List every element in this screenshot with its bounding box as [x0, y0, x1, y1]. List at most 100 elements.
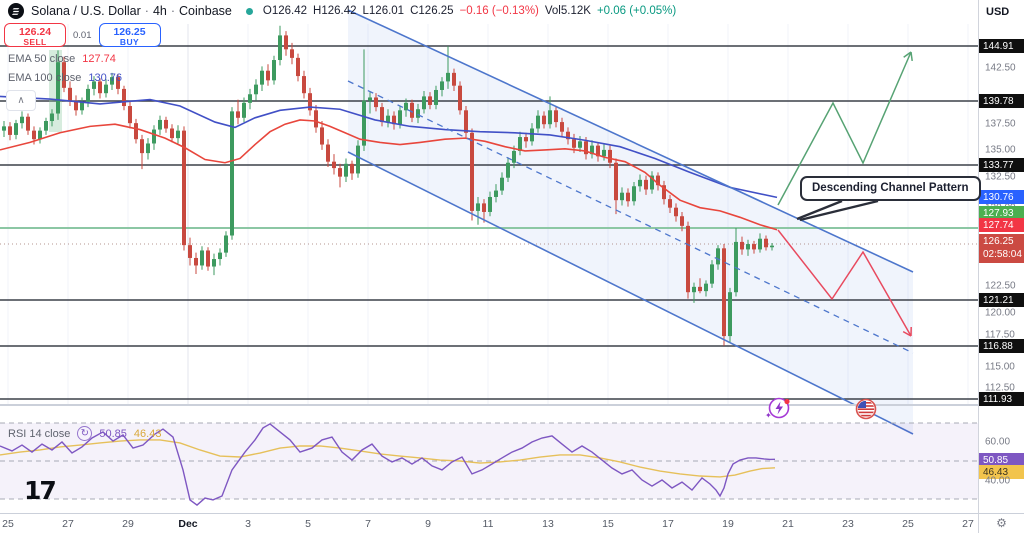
solana-logo-icon[interactable]	[8, 3, 24, 19]
candle-body[interactable]	[356, 145, 360, 174]
candle-body[interactable]	[224, 235, 228, 253]
ema100-line[interactable]	[0, 95, 778, 199]
candle-body[interactable]	[50, 113, 54, 122]
candle-body[interactable]	[656, 175, 660, 186]
candle-body[interactable]	[614, 162, 618, 201]
rsi-ma-line[interactable]	[0, 439, 776, 478]
candle-body[interactable]	[638, 179, 642, 187]
sell-button[interactable]: 126.24 SELL	[4, 23, 66, 47]
ema50-line[interactable]	[0, 119, 778, 231]
candle-body[interactable]	[422, 96, 426, 110]
candle-body[interactable]	[746, 244, 750, 250]
candle-body[interactable]	[548, 110, 552, 125]
candle-body[interactable]	[8, 126, 12, 135]
candle-body[interactable]	[728, 292, 732, 337]
candle-body[interactable]	[662, 185, 666, 200]
candle-body[interactable]	[596, 145, 600, 157]
flash-events-icon[interactable]: ✦	[761, 395, 795, 427]
descending-channel-fill[interactable]	[348, 10, 913, 434]
axis-settings-gear-icon[interactable]: ⚙	[996, 516, 1007, 530]
candle-body[interactable]	[272, 60, 276, 81]
candle-body[interactable]	[374, 97, 378, 108]
candle-body[interactable]	[98, 81, 102, 94]
candle-body[interactable]	[620, 192, 624, 201]
candle-body[interactable]	[458, 85, 462, 111]
candle-body[interactable]	[650, 175, 654, 190]
price-scale[interactable]: USD 144.91 142.50 139.78 137.50 135.00 133.77…	[978, 0, 1024, 533]
candle-body[interactable]	[278, 35, 282, 61]
candle-body[interactable]	[572, 139, 576, 148]
candle-body[interactable]	[674, 207, 678, 217]
candle-body[interactable]	[626, 192, 630, 202]
candle-body[interactable]	[230, 111, 234, 236]
candle-body[interactable]	[494, 190, 498, 197]
candle-body[interactable]	[68, 87, 72, 101]
candle-body[interactable]	[266, 70, 270, 81]
candle-body[interactable]	[62, 62, 66, 88]
candle-body[interactable]	[380, 107, 384, 123]
candle-body[interactable]	[20, 116, 24, 124]
candle-body[interactable]	[764, 238, 768, 248]
rsi-legend[interactable]: RSI 14 close ↻ 50.85 46.43	[8, 426, 161, 441]
candle-body[interactable]	[242, 102, 246, 118]
candle-body[interactable]	[608, 149, 612, 163]
candle-body[interactable]	[146, 143, 150, 154]
candle-body[interactable]	[590, 145, 594, 155]
candle-body[interactable]	[698, 286, 702, 292]
candle-body[interactable]	[134, 123, 138, 140]
candle-body[interactable]	[128, 106, 132, 124]
candle-body[interactable]	[566, 131, 570, 140]
candle-body[interactable]	[200, 250, 204, 266]
candle-body[interactable]	[692, 286, 696, 293]
candle-body[interactable]	[524, 137, 528, 142]
candle-body[interactable]	[686, 225, 690, 293]
candle-body[interactable]	[170, 128, 174, 139]
tradingview-logo[interactable]: 17	[24, 476, 57, 505]
pane-collapse-button[interactable]: ∧	[6, 90, 36, 111]
candle-body[interactable]	[122, 88, 126, 107]
candle-body[interactable]	[362, 100, 366, 146]
candle-body[interactable]	[158, 119, 162, 130]
candle-body[interactable]	[482, 203, 486, 212]
bullish-projection-line[interactable]	[777, 51, 912, 206]
candle-body[interactable]	[758, 238, 762, 250]
candle-body[interactable]	[2, 126, 6, 131]
candle-body[interactable]	[260, 70, 264, 85]
candle-body[interactable]	[14, 123, 18, 135]
channel-lower-line[interactable]	[347, 151, 914, 435]
candle-body[interactable]	[512, 150, 516, 163]
rsi-swap-icon[interactable]: ↻	[77, 426, 93, 441]
ema100-legend[interactable]: EMA 100 close 130.76	[8, 72, 122, 84]
candle-body[interactable]	[308, 93, 312, 111]
candle-body[interactable]	[290, 49, 294, 58]
candle-body[interactable]	[770, 245, 774, 248]
candle-body[interactable]	[560, 122, 564, 132]
candle-body[interactable]	[194, 257, 198, 266]
candle-body[interactable]	[332, 161, 336, 169]
candle-body[interactable]	[644, 179, 648, 190]
candle-body[interactable]	[404, 102, 408, 111]
candle-body[interactable]	[500, 177, 504, 191]
candle-body[interactable]	[38, 130, 42, 140]
candle-body[interactable]	[368, 97, 372, 101]
candle-body[interactable]	[392, 115, 396, 125]
exchange-name[interactable]: Coinbase	[179, 4, 232, 18]
candle-body[interactable]	[716, 248, 720, 265]
candle-body[interactable]	[74, 100, 78, 111]
channel-upper-line[interactable]	[347, 9, 914, 273]
symbol-title[interactable]: Solana / U.S. Dollar	[31, 4, 141, 18]
candle-body[interactable]	[254, 84, 258, 95]
candle-body[interactable]	[584, 141, 588, 155]
candle-body[interactable]	[416, 109, 420, 118]
candle-body[interactable]	[110, 77, 114, 85]
candle-body[interactable]	[314, 110, 318, 128]
ema50-legend[interactable]: EMA 50 close 127.74	[8, 53, 116, 65]
candle-body[interactable]	[440, 81, 444, 90]
candle-body[interactable]	[218, 252, 222, 260]
bearish-projection-line[interactable]	[777, 229, 912, 337]
channel-midline[interactable]	[347, 80, 914, 354]
candle-body[interactable]	[188, 245, 192, 258]
candle-body[interactable]	[236, 111, 240, 118]
candle-body[interactable]	[554, 110, 558, 123]
